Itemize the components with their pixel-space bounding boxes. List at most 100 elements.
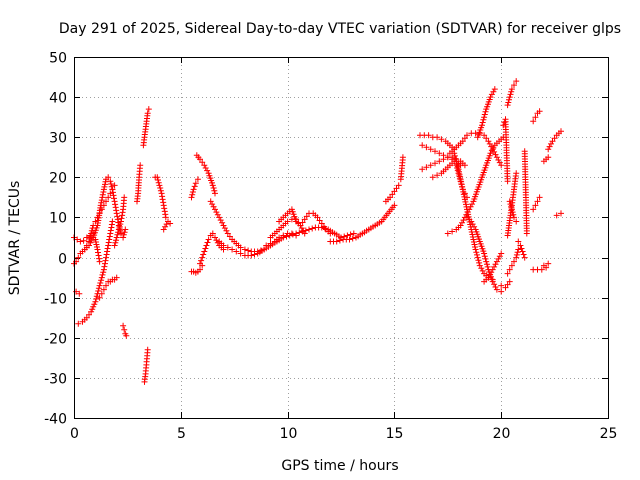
- series-arc-50: [540, 260, 552, 269]
- data-point: [75, 254, 82, 261]
- data-point: [495, 255, 502, 262]
- data-point: [306, 226, 312, 233]
- data-point: [492, 261, 499, 268]
- x-tick-label: 10: [280, 426, 298, 442]
- data-point: [237, 250, 244, 257]
- data-point: [145, 106, 152, 113]
- data-point: [489, 278, 496, 285]
- data-point: [432, 148, 438, 155]
- data-point: [482, 255, 489, 262]
- data-point: [480, 116, 487, 123]
- series-arc-18: [197, 230, 227, 267]
- data-point: [491, 281, 498, 288]
- data-point: [200, 251, 207, 258]
- data-point: [438, 136, 445, 143]
- data-point: [523, 230, 530, 237]
- data-point: [217, 217, 224, 224]
- data-point: [391, 202, 398, 209]
- data-point: [425, 132, 432, 139]
- series-arc-52: [553, 210, 564, 219]
- data-point: [104, 245, 111, 252]
- data-point: [95, 285, 102, 292]
- data-point: [162, 223, 169, 230]
- series-arc-20: [216, 238, 268, 259]
- axis-ticks: 0 5 10 15 20 25 -40 -30 -20 -10 0 10 20 30 40 50: [44, 51, 617, 443]
- data-point: [98, 199, 105, 206]
- data-point: [333, 238, 340, 245]
- data-point: [155, 177, 161, 183]
- data-point: [505, 99, 512, 106]
- data-point: [214, 211, 221, 218]
- data-point: [436, 150, 443, 157]
- data-point: [481, 114, 488, 121]
- data-point: [202, 245, 209, 252]
- series-arc-09: [120, 322, 130, 339]
- data-point: [210, 185, 217, 191]
- y-tick-label: 40: [49, 91, 67, 107]
- y-tick-label: -30: [44, 372, 67, 388]
- plot-frame: [74, 57, 609, 419]
- data-point: [513, 254, 520, 261]
- data-point: [76, 290, 83, 297]
- data-point: [514, 249, 521, 256]
- data-point: [496, 159, 503, 166]
- data-point: [493, 286, 500, 293]
- x-tick-label: 25: [600, 426, 618, 442]
- data-point: [288, 230, 295, 237]
- data-point: [474, 254, 481, 261]
- data-point: [88, 227, 95, 234]
- data-point: [454, 165, 461, 171]
- series-arc-04: [75, 218, 116, 327]
- series-arc-39: [500, 116, 511, 185]
- data-point: [506, 266, 513, 273]
- data-point: [109, 186, 116, 193]
- data-point: [508, 262, 515, 269]
- data-point: [513, 218, 520, 225]
- data-point: [92, 218, 99, 225]
- data-point: [457, 178, 464, 185]
- series-arc-30: [429, 158, 458, 181]
- data-point: [261, 246, 268, 253]
- data-point: [483, 258, 490, 265]
- data-point: [532, 114, 539, 121]
- data-point: [209, 182, 216, 189]
- data-point: [159, 196, 166, 203]
- data-point: [427, 146, 434, 153]
- data-point: [399, 154, 406, 161]
- data-point: [545, 154, 552, 161]
- data-point: [197, 266, 203, 273]
- data-point: [456, 175, 463, 182]
- data-point: [160, 226, 167, 233]
- series-arc-40: [504, 78, 520, 109]
- data-point: [479, 122, 485, 129]
- data-point: [99, 271, 106, 278]
- data-point: [87, 239, 94, 246]
- data-point: [508, 203, 515, 210]
- data-point: [459, 219, 465, 226]
- data-point: [205, 236, 212, 243]
- x-tick-label: 5: [177, 426, 186, 442]
- data-point: [487, 94, 494, 101]
- series-arc-14: [160, 218, 174, 233]
- data-point: [481, 111, 488, 118]
- data-point: [204, 239, 211, 246]
- data-point: [105, 174, 112, 181]
- data-point: [202, 165, 209, 171]
- data-point: [301, 230, 308, 237]
- data-point: [98, 277, 105, 284]
- data-point: [459, 183, 465, 190]
- data-point: [467, 203, 474, 210]
- data-point: [461, 190, 468, 197]
- y-tick-label: 0: [58, 252, 67, 268]
- data-point: [423, 164, 430, 171]
- data-point: [491, 86, 498, 93]
- data-point: [455, 170, 462, 177]
- data-point: [92, 298, 99, 305]
- data-point: [474, 251, 480, 258]
- data-point: [207, 198, 214, 205]
- data-point: [540, 262, 547, 269]
- data-point: [167, 220, 174, 227]
- data-point: [489, 146, 496, 153]
- data-point: [510, 211, 517, 218]
- data-point: [144, 110, 151, 117]
